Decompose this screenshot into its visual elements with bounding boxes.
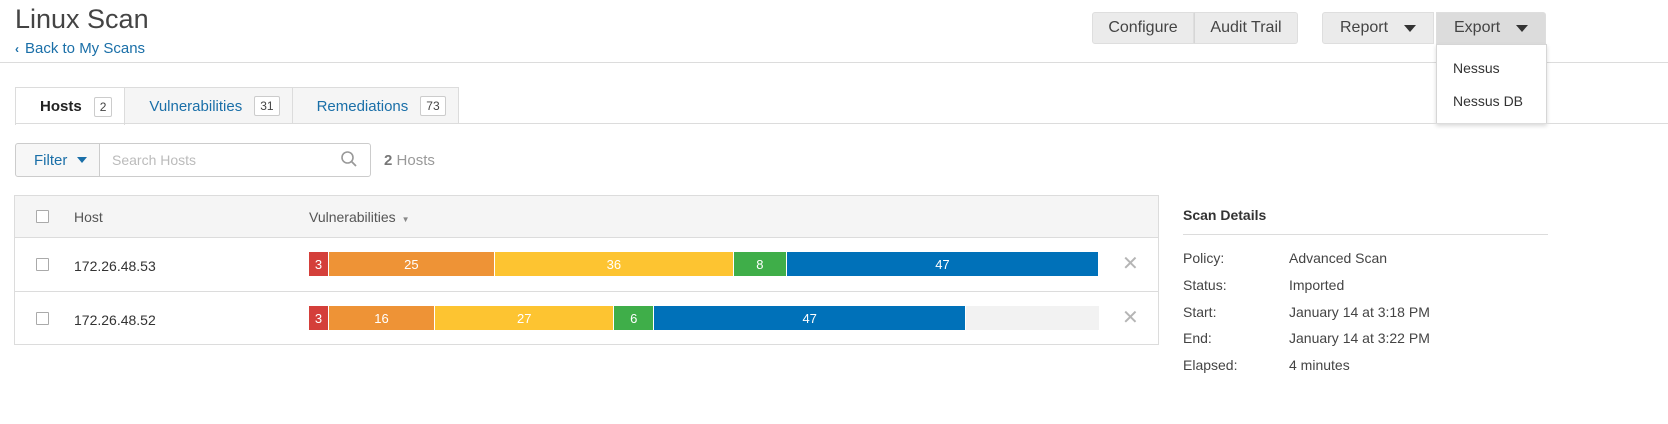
detail-label: End: (1183, 330, 1212, 347)
tab-bar: Hosts 2 Vulnerabilities 31 Remediations … (15, 87, 459, 125)
remove-host-icon[interactable]: ✕ (1122, 307, 1139, 329)
search-icon[interactable] (340, 150, 358, 168)
export-button[interactable]: Export (1436, 12, 1546, 44)
vulnerability-bar[interactable]: 3 25 36 8 47 (309, 252, 1099, 276)
severity-segment-medium[interactable]: 36 (494, 252, 734, 276)
detail-policy: Policy: Advanced Scan (1183, 245, 1548, 272)
host-count: 2 Hosts (384, 152, 435, 169)
chevron-left-icon: ‹ (15, 41, 19, 56)
page-title: Linux Scan (15, 4, 149, 34)
vulnerability-bar[interactable]: 3 16 27 6 47 (309, 306, 1099, 330)
column-header-vulnerabilities[interactable]: Vulnerabilities ▼ (309, 209, 410, 225)
search-box (99, 143, 371, 177)
severity-segment-info[interactable]: 47 (786, 252, 1099, 276)
detail-value: Imported (1289, 277, 1345, 294)
scan-details-panel: Scan Details Policy: Advanced Scan Statu… (1183, 207, 1548, 378)
severity-segment-high[interactable]: 16 (328, 306, 436, 330)
table-header: Host Vulnerabilities ▼ (15, 196, 1158, 238)
detail-value: Advanced Scan (1289, 250, 1388, 267)
header-divider (0, 62, 1668, 63)
host-count-label: Hosts (396, 152, 435, 169)
caret-down-icon (1404, 25, 1416, 32)
detail-value: 4 minutes (1289, 357, 1350, 374)
hosts-table: Host Vulnerabilities ▼ 172.26.48.53 3 25 … (14, 195, 1159, 345)
tab-count-badge: 31 (254, 96, 280, 116)
severity-segment-low[interactable]: 8 (733, 252, 787, 276)
filter-button[interactable]: Filter (15, 143, 100, 177)
table-row[interactable]: 172.26.48.53 3 25 36 8 47 ✕ (15, 238, 1158, 292)
severity-segment-critical[interactable]: 3 (309, 306, 329, 330)
column-header-label: Vulnerabilities (309, 209, 396, 225)
detail-status: Status: Imported (1183, 272, 1548, 299)
detail-label: Elapsed: (1183, 357, 1238, 374)
back-link-label: Back to My Scans (25, 40, 146, 57)
tab-count-badge: 73 (420, 96, 446, 116)
export-menu-item-nessus-db[interactable]: Nessus DB (1453, 93, 1524, 109)
tab-label: Hosts (40, 98, 82, 115)
severity-segment-medium[interactable]: 27 (435, 306, 615, 330)
tabs-divider (15, 123, 1668, 124)
back-to-scans-link[interactable]: ‹ Back to My Scans (15, 40, 145, 57)
filter-label: Filter (34, 151, 68, 169)
detail-label: Policy: (1183, 250, 1225, 267)
tab-hosts[interactable]: Hosts 2 (15, 87, 126, 125)
report-button[interactable]: Report (1322, 12, 1434, 44)
tab-label: Vulnerabilities (149, 97, 243, 115)
detail-start: Start: January 14 at 3:18 PM (1183, 298, 1548, 325)
select-all-checkbox[interactable] (36, 210, 49, 223)
audit-trail-button[interactable]: Audit Trail (1194, 12, 1298, 44)
tab-label: Remediations (316, 97, 409, 115)
row-checkbox[interactable] (36, 312, 49, 325)
export-menu-item-nessus[interactable]: Nessus (1453, 60, 1500, 76)
detail-label: Status: (1183, 277, 1227, 294)
tab-remediations[interactable]: Remediations 73 (291, 87, 459, 124)
detail-label: Start: (1183, 303, 1217, 320)
search-input[interactable] (100, 144, 330, 176)
caret-down-icon (1516, 25, 1528, 32)
remove-host-icon[interactable]: ✕ (1122, 253, 1139, 275)
host-ip[interactable]: 172.26.48.52 (74, 312, 156, 328)
severity-segment-info[interactable]: 47 (654, 306, 967, 330)
column-header-host[interactable]: Host (74, 209, 103, 225)
detail-elapsed: Elapsed: 4 minutes (1183, 352, 1548, 379)
tab-count-badge: 2 (93, 96, 113, 117)
table-row[interactable]: 172.26.48.52 3 16 27 6 47 ✕ (15, 292, 1158, 346)
host-ip[interactable]: 172.26.48.53 (74, 258, 156, 274)
caret-down-icon (77, 157, 88, 163)
tab-vulnerabilities[interactable]: Vulnerabilities 31 (124, 87, 293, 124)
host-count-number: 2 (384, 152, 393, 169)
export-dropdown-menu: Nessus Nessus DB (1436, 44, 1547, 124)
severity-segment-high[interactable]: 25 (328, 252, 495, 276)
detail-value: January 14 at 3:22 PM (1289, 330, 1430, 347)
severity-segment-critical[interactable]: 3 (309, 252, 329, 276)
detail-end: End: January 14 at 3:22 PM (1183, 325, 1548, 352)
report-label: Report (1340, 19, 1389, 36)
configure-button[interactable]: Configure (1092, 12, 1194, 44)
export-label: Export (1454, 19, 1501, 36)
row-checkbox[interactable] (36, 258, 49, 271)
sort-desc-icon: ▼ (401, 215, 410, 224)
severity-segment-low[interactable]: 6 (614, 306, 655, 330)
scan-details-title: Scan Details (1183, 207, 1548, 235)
detail-value: January 14 at 3:18 PM (1289, 303, 1430, 320)
